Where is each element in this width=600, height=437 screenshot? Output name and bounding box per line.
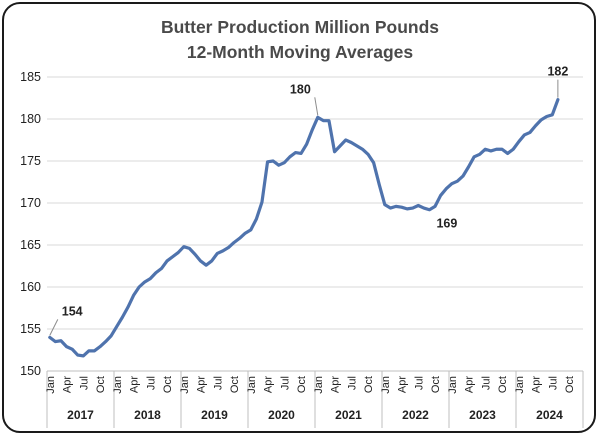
series-line [48, 98, 560, 358]
leader-line [49, 319, 59, 336]
x-tick-label: Apr [129, 376, 141, 393]
data-labels: 154 180 169 182 [49, 65, 568, 336]
year-label: 2018 [134, 408, 161, 422]
data-label: 154 [62, 304, 83, 318]
x-tick-label: Jan [380, 376, 392, 394]
year-label: 2021 [335, 408, 362, 422]
x-tick-label: Jan [45, 376, 57, 394]
x-tick-label: Jul [279, 376, 291, 390]
y-axis: 150 155 160 165 170 175 180 185 [20, 70, 41, 378]
y-tick-label: 180 [20, 112, 41, 126]
x-tick-label: Jul [413, 376, 425, 390]
series-group [48, 98, 560, 358]
chart-frame [2, 2, 596, 433]
x-tick-label: Jul [212, 376, 224, 390]
x-tick-label: Jan [246, 376, 258, 394]
x-tick-label: Oct [430, 376, 442, 393]
chart-title: Butter Production Million Pounds [161, 17, 439, 37]
year-label: 2017 [67, 408, 94, 422]
x-tick-label: Oct [229, 376, 241, 393]
x-tick-label: Jul [78, 376, 90, 390]
y-tick-label: 170 [20, 196, 41, 210]
x-tick-label: Oct [296, 376, 308, 393]
x-tick-label: Jul [346, 376, 358, 390]
x-tick-label: Jan [179, 376, 191, 394]
x-tick-label: Apr [531, 376, 543, 393]
y-tick-label: 150 [20, 364, 41, 378]
x-tick-label: Apr [263, 376, 275, 393]
x-tick-label: Apr [62, 376, 74, 393]
y-tick-label: 185 [20, 70, 41, 84]
x-tick-label: Apr [196, 376, 208, 393]
x-tick-label: Oct [564, 376, 576, 393]
x-tick-label: Jan [313, 376, 325, 394]
data-label: 180 [290, 82, 311, 96]
x-tick-label: Apr [464, 376, 476, 393]
x-tick-label: Apr [397, 376, 409, 393]
x-axis: Jan Apr Jul Oct 2017 Jan Apr Jul Oct 2018 Jan Apr Ju… [45, 370, 584, 428]
year-label: 2019 [201, 408, 228, 422]
x-tick-label: Jan [447, 376, 459, 394]
leader-line [314, 97, 319, 116]
data-label: 169 [436, 217, 457, 231]
x-tick-label: Oct [162, 376, 174, 393]
year-label: 2022 [402, 408, 429, 422]
y-tick-label: 160 [20, 280, 41, 294]
x-tick-label: Oct [95, 376, 107, 393]
x-tick-label: Jul [480, 376, 492, 390]
year-label: 2023 [469, 408, 496, 422]
x-tick-label: Oct [497, 376, 509, 393]
chart-subtitle: 12-Month Moving Averages [187, 42, 414, 62]
y-tick-label: 155 [20, 322, 41, 336]
x-tick-label: Oct [363, 376, 375, 393]
year-label: 2020 [268, 408, 295, 422]
x-tick-label: Jan [514, 376, 526, 394]
year-label: 2024 [536, 408, 563, 422]
x-tick-label: Jul [145, 376, 157, 390]
y-tick-label: 175 [20, 154, 41, 168]
data-label: 182 [547, 65, 568, 79]
x-tick-label: Jul [547, 376, 559, 390]
x-tick-label: Apr [330, 376, 342, 393]
y-tick-label: 165 [20, 238, 41, 252]
x-tick-label: Jan [112, 376, 124, 394]
